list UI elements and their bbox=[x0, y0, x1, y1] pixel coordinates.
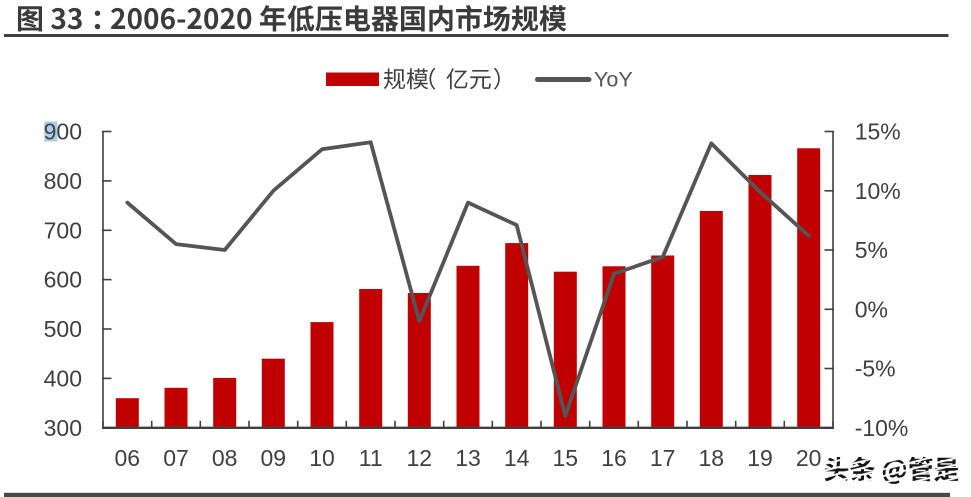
svg-text:18: 18 bbox=[699, 445, 725, 471]
svg-text:-5%: -5% bbox=[855, 356, 896, 382]
svg-text:07: 07 bbox=[163, 445, 189, 471]
svg-text:12: 12 bbox=[407, 445, 433, 471]
svg-text:10: 10 bbox=[309, 445, 335, 471]
svg-text:10%: 10% bbox=[855, 178, 901, 204]
svg-text:0%: 0% bbox=[855, 296, 888, 322]
svg-text:19: 19 bbox=[747, 445, 773, 471]
svg-text:00: 00 bbox=[56, 119, 82, 145]
svg-text:5%: 5% bbox=[855, 237, 888, 263]
svg-text:11: 11 bbox=[359, 445, 383, 471]
svg-text:YoY: YoY bbox=[594, 68, 633, 92]
svg-text:16: 16 bbox=[601, 445, 627, 471]
svg-text:15%: 15% bbox=[855, 119, 901, 145]
svg-text:20: 20 bbox=[796, 445, 822, 471]
svg-text:400: 400 bbox=[44, 365, 82, 391]
svg-text:9: 9 bbox=[44, 119, 57, 145]
svg-text:300: 300 bbox=[44, 415, 82, 441]
svg-text:500: 500 bbox=[44, 316, 82, 342]
svg-text:-10%: -10% bbox=[855, 415, 909, 441]
svg-text:800: 800 bbox=[44, 168, 82, 194]
svg-text:08: 08 bbox=[212, 445, 238, 471]
svg-text:700: 700 bbox=[44, 217, 82, 243]
svg-text:14: 14 bbox=[504, 445, 530, 471]
svg-text:600: 600 bbox=[44, 267, 82, 293]
svg-text:15: 15 bbox=[553, 445, 579, 471]
svg-text:09: 09 bbox=[261, 445, 287, 471]
svg-text:17: 17 bbox=[650, 445, 676, 471]
svg-text:06: 06 bbox=[115, 445, 141, 471]
svg-text:13: 13 bbox=[455, 445, 481, 471]
